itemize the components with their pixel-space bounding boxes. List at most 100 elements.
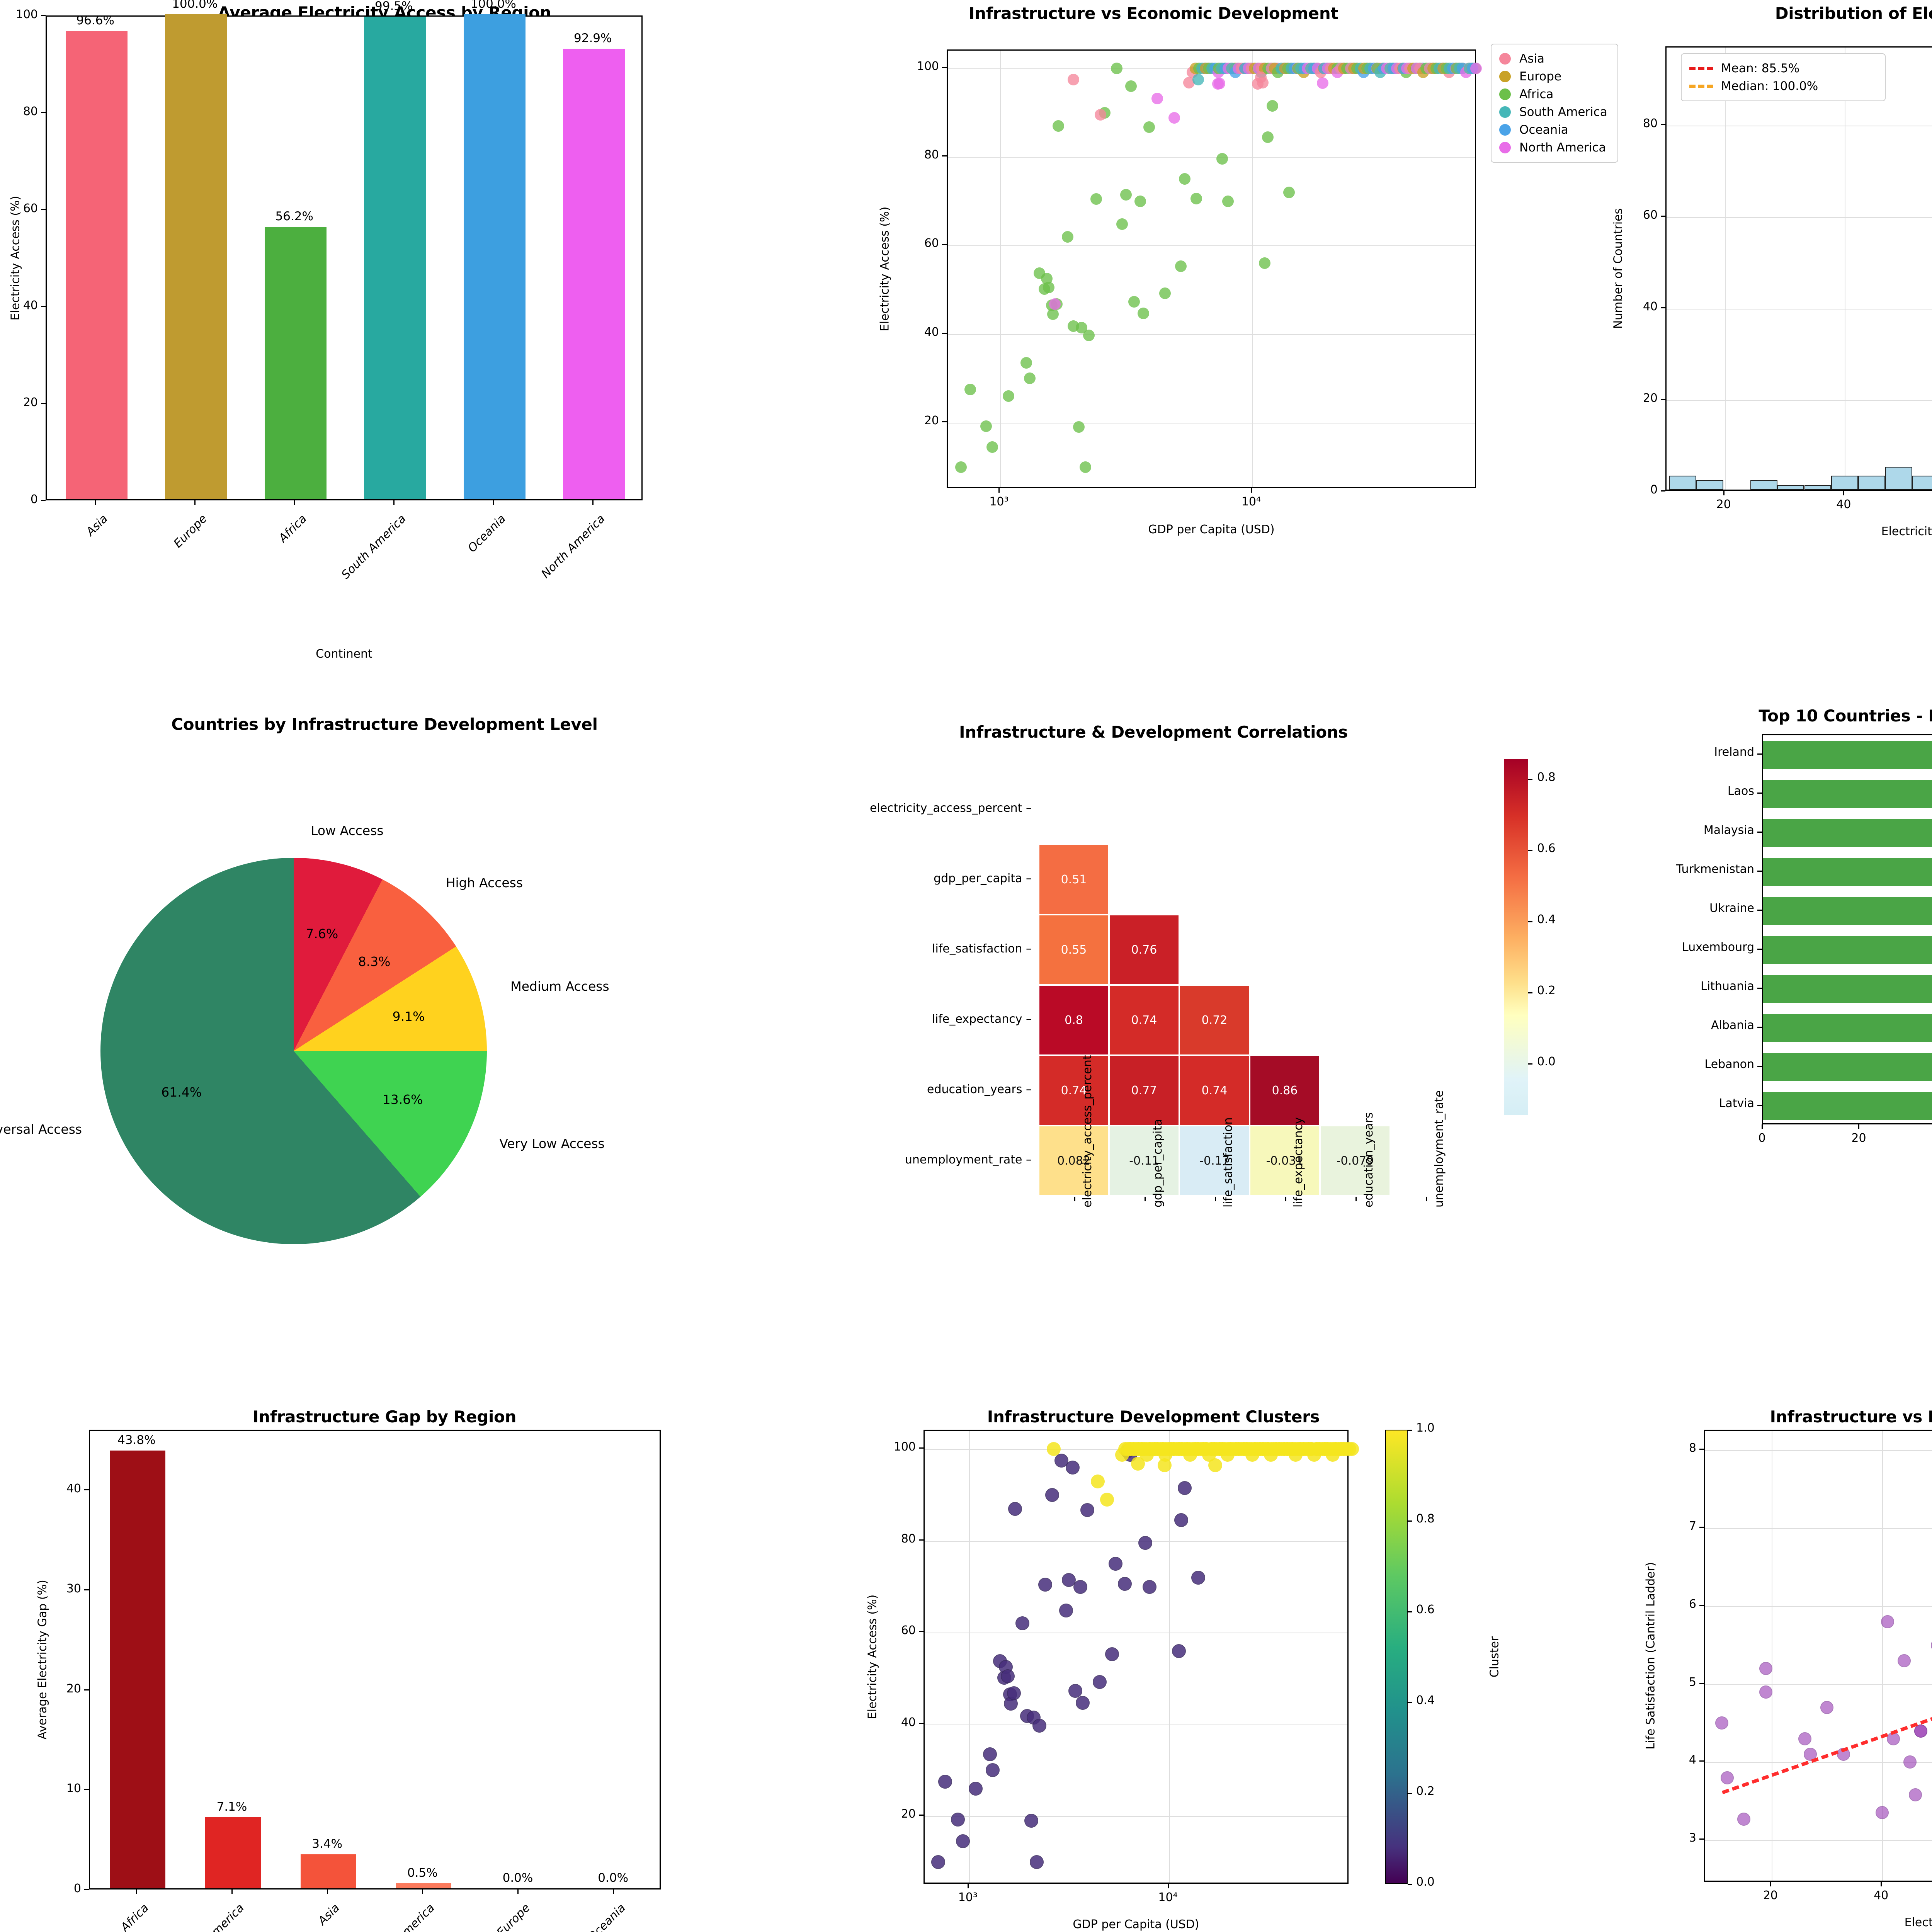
axes-infra-vs-economic bbox=[947, 49, 1482, 488]
y-tick-label: 20 bbox=[1643, 391, 1658, 405]
colorbar-tick-label: 0.0 bbox=[1416, 1875, 1435, 1889]
gridline bbox=[1000, 51, 1001, 487]
bar-ireland bbox=[1763, 741, 1932, 769]
gridline bbox=[1705, 1684, 1932, 1685]
scatter-point bbox=[1043, 282, 1055, 294]
histogram-bin bbox=[1912, 476, 1932, 490]
y-tick-mark bbox=[1757, 792, 1762, 794]
panel-correlations: Infrastructure & Development Correlation… bbox=[769, 692, 1556, 1383]
y-tick-mark bbox=[84, 1589, 89, 1590]
cluster-point bbox=[1075, 1696, 1090, 1710]
y-tick-label-malaysia: Malaysia bbox=[1703, 823, 1754, 837]
cluster-point bbox=[1191, 1570, 1206, 1585]
bar-value-label: 0.0% bbox=[598, 1871, 629, 1885]
colorbar-tick-label: 0.8 bbox=[1537, 770, 1556, 784]
scatter-point bbox=[1721, 1771, 1734, 1784]
y-tick-mark bbox=[1661, 307, 1665, 308]
pie-slice-label: Low Access bbox=[311, 823, 384, 838]
x-tick-label: 10⁴ bbox=[1241, 495, 1261, 509]
cluster-point bbox=[1066, 1460, 1080, 1475]
scatter-point bbox=[1073, 421, 1085, 433]
y-tick-mark bbox=[41, 403, 46, 404]
y-tick-label: 0 bbox=[73, 1882, 81, 1895]
y-tick-label: 60 bbox=[1643, 208, 1658, 222]
bar-south-america bbox=[364, 17, 426, 499]
legend-marker bbox=[1499, 88, 1511, 100]
x-axis-label: GDP per Capita (USD) bbox=[1073, 1918, 1199, 1931]
legend-label: Asia bbox=[1519, 52, 1544, 66]
bar-luxembourg bbox=[1763, 936, 1932, 964]
bar-africa bbox=[264, 226, 327, 499]
scatter-point bbox=[1190, 192, 1202, 204]
x-tick-mark bbox=[1355, 1197, 1357, 1201]
heatmap-cell: 0.74 bbox=[1039, 1056, 1108, 1125]
y-tick-label: 0 bbox=[30, 493, 38, 506]
panel-title-clusters: Infrastructure Development Clusters bbox=[987, 1407, 1320, 1426]
colorbar-tick-label: 0.6 bbox=[1537, 841, 1556, 855]
panel-development-level-pie: Countries by Infrastructure Development … bbox=[0, 692, 769, 1383]
scatter-point bbox=[1138, 307, 1150, 319]
scatter-point bbox=[1061, 231, 1073, 243]
cluster-point bbox=[1090, 1474, 1105, 1488]
histogram-bin bbox=[1885, 466, 1913, 490]
scatter-point bbox=[1080, 461, 1092, 473]
scatter-point bbox=[1128, 296, 1140, 308]
legend-dash bbox=[1689, 67, 1713, 70]
y-tick-mark bbox=[919, 1539, 923, 1541]
colorbar-tick-mark bbox=[1408, 1611, 1412, 1612]
scatter-point bbox=[1095, 109, 1107, 121]
scatter-point bbox=[1003, 390, 1015, 402]
colorbar-tick-mark bbox=[1408, 1884, 1412, 1885]
panel-title-life-satisfaction: Infrastructure vs Life Satisfaction bbox=[1770, 1407, 1932, 1426]
panel-life-satisfaction: Infrastructure vs Life Satisfaction 3456… bbox=[1538, 1383, 1932, 1932]
y-tick-mark bbox=[41, 112, 46, 113]
scatter-point bbox=[1125, 80, 1137, 92]
y-tick-mark bbox=[1699, 1838, 1704, 1840]
x-tick-mark bbox=[998, 488, 1000, 493]
y-tick-mark bbox=[1661, 215, 1665, 217]
y-tick-label-albania: Albania bbox=[1711, 1018, 1754, 1032]
colorbar-tick-mark bbox=[1408, 1430, 1412, 1431]
y-tick-label: 0 bbox=[1650, 483, 1658, 497]
scatter-point bbox=[955, 461, 967, 473]
pie-slice-value: 8.3% bbox=[358, 954, 391, 969]
y-tick-label: 20 bbox=[924, 414, 939, 428]
y-tick-label: 7 bbox=[1689, 1519, 1696, 1533]
scatter-point bbox=[1120, 189, 1132, 201]
scatter-point bbox=[1090, 193, 1102, 205]
y-tick-mark bbox=[1757, 1065, 1762, 1067]
y-tick-mark bbox=[1699, 1449, 1704, 1450]
heatmap-col-label: education_years bbox=[1362, 1112, 1376, 1208]
y-tick-mark bbox=[84, 1689, 89, 1690]
gridline bbox=[948, 334, 1475, 335]
bar-value-label: 3.4% bbox=[312, 1837, 343, 1851]
bar-value-label: 7.1% bbox=[216, 1800, 247, 1814]
scatter-point bbox=[1192, 73, 1204, 85]
colorbar-tick-label: 0.4 bbox=[1416, 1694, 1435, 1707]
gridline bbox=[1705, 1762, 1932, 1763]
cluster-point bbox=[1045, 1488, 1059, 1502]
axes-avg-access bbox=[46, 14, 643, 500]
legend-dash bbox=[1689, 85, 1713, 88]
x-tick-mark bbox=[95, 500, 96, 505]
bar-lebanon bbox=[1763, 1053, 1932, 1081]
x-axis-label: Electricity Access (%) bbox=[1828, 1158, 1932, 1172]
cluster-point bbox=[1008, 1502, 1022, 1516]
colorbar-tick-mark bbox=[1528, 921, 1532, 922]
heatmap-col-label: life_expectancy bbox=[1292, 1117, 1305, 1208]
scatter-point bbox=[1798, 1732, 1811, 1745]
y-tick-label: 60 bbox=[23, 202, 38, 215]
gridline bbox=[1667, 308, 1932, 310]
y-tick-mark bbox=[41, 306, 46, 307]
cluster-point bbox=[1030, 1855, 1044, 1869]
heatmap-cell: -0.031 bbox=[1250, 1126, 1319, 1195]
colorbar-tick-mark bbox=[1408, 1520, 1412, 1522]
y-tick-label: 100 bbox=[893, 1440, 916, 1454]
scatter-point bbox=[1903, 1755, 1917, 1769]
cluster-point bbox=[1061, 1573, 1076, 1587]
y-tick-label: 8 bbox=[1689, 1441, 1696, 1455]
y-tick-label: 80 bbox=[23, 105, 38, 118]
legend-marker bbox=[1499, 53, 1511, 65]
bar-albania bbox=[1763, 1014, 1932, 1042]
